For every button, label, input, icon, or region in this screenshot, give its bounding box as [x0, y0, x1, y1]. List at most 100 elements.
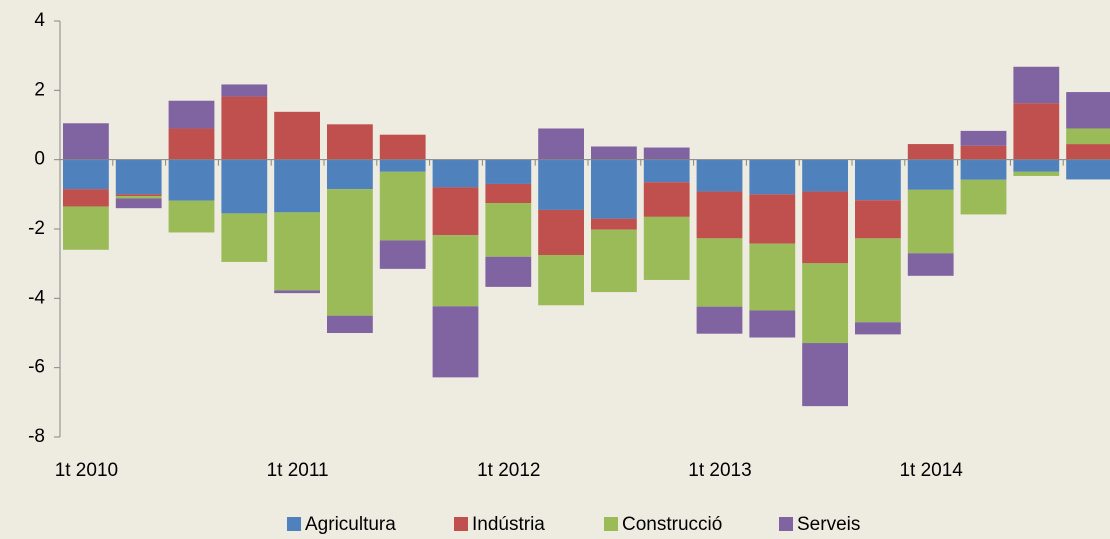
y-tick-label: -6: [28, 357, 45, 378]
bar-segment: [749, 159, 796, 195]
bar-segment: [696, 306, 743, 334]
bar-segment: [643, 216, 690, 280]
bar-segment: [591, 146, 637, 160]
bar-segment: [432, 187, 479, 236]
bar-segment: [221, 84, 268, 97]
bar-segment: [696, 238, 743, 307]
bar-segment: [696, 191, 743, 239]
bar-segment: [327, 159, 373, 190]
bar-segment: [802, 191, 848, 264]
bar-segment: [274, 212, 320, 291]
bar-segment: [855, 159, 901, 201]
x-tick-label: 1t 2013: [688, 460, 751, 481]
bar-segment: [855, 322, 901, 335]
bar-segment: [1066, 159, 1110, 180]
bar-segment: [907, 144, 954, 160]
bar-segment: [221, 159, 268, 214]
bar-segment: [485, 183, 532, 203]
bar-segment: [379, 134, 426, 160]
x-tick-label: 1t 2012: [477, 460, 540, 481]
legend-swatch: [287, 517, 301, 531]
bar-segment: [907, 189, 954, 254]
bar-segment: [538, 209, 584, 255]
bar-segment: [327, 124, 373, 160]
bar-segment: [538, 128, 584, 160]
legend-label: Serveis: [797, 514, 860, 535]
y-tick-label: -2: [28, 218, 45, 239]
bar-segment: [327, 315, 373, 333]
bar-segment: [855, 238, 901, 323]
bar-segment: [960, 179, 1007, 215]
legend-swatch: [604, 517, 618, 531]
bar-segment: [907, 159, 954, 190]
bar-segment: [115, 196, 162, 199]
bar-segment: [115, 194, 162, 197]
bar-segment: [63, 159, 109, 190]
bar-segment: [168, 128, 215, 160]
bar-segment: [591, 218, 637, 230]
bar-segment: [960, 130, 1007, 146]
y-tick-label: 2: [34, 79, 45, 100]
bar-segment: [485, 256, 532, 287]
bar-segment: [1013, 171, 1060, 176]
bar-segment: [749, 194, 796, 244]
bar-segment: [1066, 144, 1110, 160]
bar-segment: [1013, 103, 1060, 160]
bar-segment: [538, 255, 584, 306]
bar-segment: [432, 159, 479, 188]
bar-segment: [379, 240, 426, 269]
bar-segment: [643, 159, 690, 183]
bar-segment: [749, 310, 796, 338]
y-tick-label: -8: [28, 426, 45, 447]
bar-segment: [379, 171, 426, 241]
bar-segment: [749, 243, 796, 311]
bar-segment: [168, 200, 215, 233]
bar-segment: [432, 306, 479, 378]
bar-segment: [855, 200, 901, 239]
bar-segment: [802, 263, 848, 344]
bar-segment: [1066, 128, 1110, 145]
x-tick-label: 1t 2014: [899, 460, 963, 481]
bar-segment: [432, 235, 479, 307]
bar-segment: [643, 147, 690, 160]
bar-segment: [327, 189, 373, 316]
bar-segment: [63, 206, 109, 250]
legend-label: Indústria: [472, 514, 545, 535]
bar-segment: [274, 111, 320, 160]
bar-segment: [274, 159, 320, 213]
legend-label: Agricultura: [305, 514, 396, 535]
y-tick-label: 4: [34, 10, 45, 31]
bar-segment: [960, 145, 1007, 160]
x-tick-label: 1t 2011: [267, 460, 329, 481]
bar-segment: [168, 100, 215, 129]
bar-segment: [63, 123, 109, 160]
bar-segment: [168, 159, 215, 201]
bar-segment: [485, 203, 532, 257]
bar-segment: [591, 229, 637, 293]
bar-segment: [802, 159, 848, 192]
bar-segment: [1013, 66, 1060, 104]
y-tick-label: 0: [34, 149, 45, 170]
bar-segment: [907, 253, 954, 276]
bar-segment: [221, 96, 268, 160]
bar-segment: [538, 159, 584, 210]
bar-segment: [63, 189, 109, 207]
bar-segment: [960, 159, 1007, 180]
bar-segment: [591, 159, 637, 219]
bar-segment: [274, 290, 320, 294]
x-tick-label: 1t 2010: [55, 460, 118, 481]
y-tick-label: -4: [28, 287, 45, 308]
bar-segment: [115, 198, 162, 209]
bar-segment: [221, 213, 268, 262]
legend-swatch: [454, 517, 468, 531]
legend-label: Construcció: [622, 514, 722, 535]
bar-segment: [1066, 92, 1110, 129]
bar-segment: [379, 159, 426, 172]
bar-segment: [643, 182, 690, 217]
bar-segment: [485, 159, 532, 184]
bar-segment: [115, 159, 162, 195]
bar-segment: [802, 343, 848, 407]
bar-segment: [696, 159, 743, 192]
